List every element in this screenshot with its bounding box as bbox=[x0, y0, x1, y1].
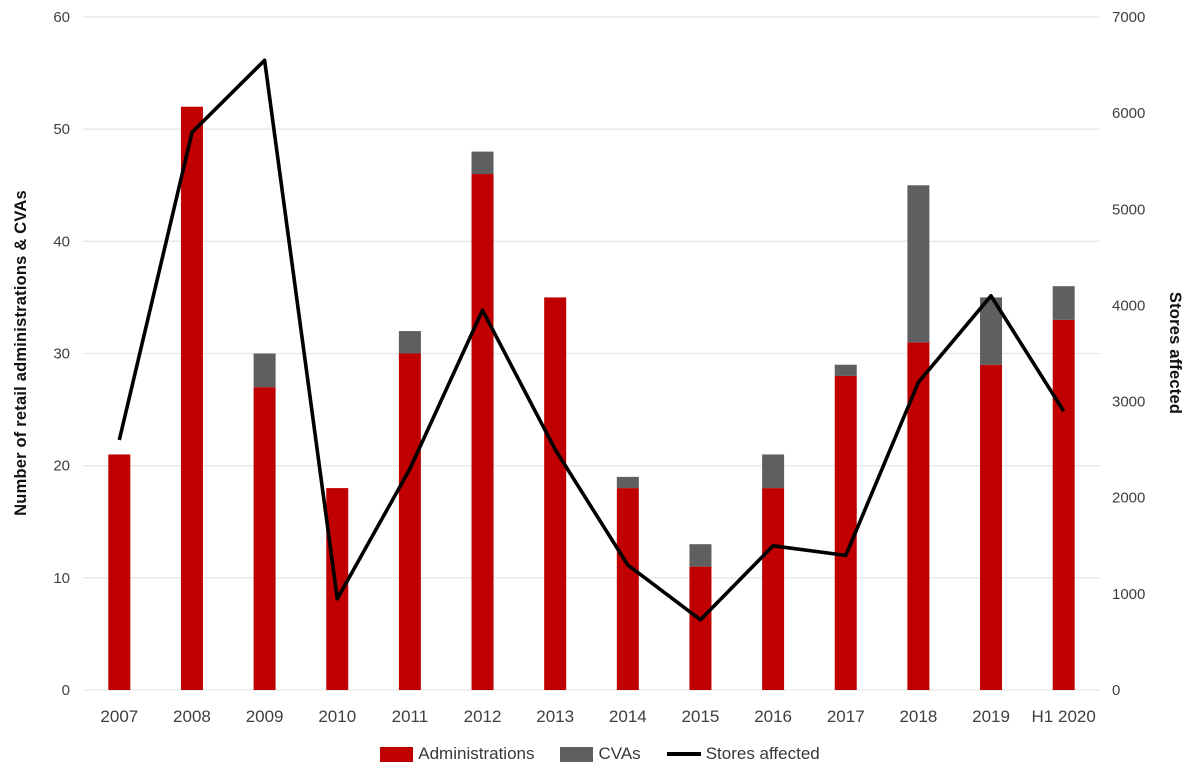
bar-administrations-2019 bbox=[980, 364, 1003, 690]
gridlines-layer bbox=[83, 16, 1100, 691]
bar-cvas-2018 bbox=[907, 185, 930, 343]
x-axis-tick-label: 2008 bbox=[173, 707, 211, 726]
x-axis-tick-label: 2011 bbox=[392, 707, 429, 726]
bar-administrations-2009 bbox=[253, 387, 276, 690]
left-axis-title: Number of retail administrations & CVAs bbox=[12, 190, 30, 516]
bars-layer bbox=[108, 106, 1075, 691]
right-axis-tick-label: 4000 bbox=[1112, 297, 1145, 314]
legend: Administrations CVAs Stores affected bbox=[0, 744, 1200, 764]
legend-label-stores-affected: Stores affected bbox=[705, 744, 820, 763]
left-axis-tick-label: 10 bbox=[53, 570, 70, 587]
bar-administrations-2011 bbox=[398, 353, 421, 690]
right-axis-tick-label: 0 bbox=[1112, 682, 1120, 699]
bar-administrations-h1-2020 bbox=[1052, 319, 1075, 690]
bar-administrations-2017 bbox=[834, 375, 857, 690]
tick-labels-layer: 0 10 20 30 40 50 60 0 1000 2000 3000 4000 5000 6000 70… bbox=[53, 9, 1145, 726]
bar-cvas-2016 bbox=[762, 454, 785, 489]
x-axis-tick-label: 2018 bbox=[899, 707, 937, 726]
legend-item-stores-affected: Stores affected bbox=[666, 744, 820, 764]
legend-item-administrations: Administrations bbox=[380, 744, 534, 764]
bar-administrations-2015 bbox=[689, 566, 712, 690]
bar-administrations-2013 bbox=[544, 297, 567, 690]
x-axis-tick-label: 2012 bbox=[464, 707, 502, 726]
right-axis-tick-label: 5000 bbox=[1112, 201, 1145, 218]
left-axis-tick-label: 60 bbox=[53, 9, 70, 26]
right-axis-tick-label: 2000 bbox=[1112, 490, 1145, 507]
legend-label-administrations: Administrations bbox=[418, 744, 535, 763]
bar-administrations-2014 bbox=[616, 488, 639, 690]
x-axis-tick-label: 2014 bbox=[609, 707, 647, 726]
right-axis-title: Stores affected bbox=[1166, 292, 1184, 414]
right-axis-tick-label: 6000 bbox=[1112, 105, 1145, 122]
right-axis-tick-label: 1000 bbox=[1112, 586, 1145, 603]
bar-cvas-2015 bbox=[689, 544, 712, 567]
legend-item-cvas: CVAs bbox=[560, 744, 641, 764]
bar-administrations-2012 bbox=[471, 174, 494, 691]
x-axis-tick-label: 2009 bbox=[246, 707, 284, 726]
stores-affected-line bbox=[117, 58, 1066, 622]
bar-administrations-2007 bbox=[108, 454, 131, 690]
x-axis-tick-label: 2015 bbox=[682, 707, 720, 726]
bar-cvas-2019 bbox=[980, 297, 1003, 365]
left-axis-tick-label: 30 bbox=[53, 346, 70, 363]
bar-cvas-2012 bbox=[471, 151, 494, 175]
x-axis-tick-label: 2007 bbox=[100, 707, 138, 726]
line-layer bbox=[117, 58, 1066, 622]
x-axis-tick-label: H1 2020 bbox=[1032, 707, 1096, 726]
legend-label-cvas: CVAs bbox=[598, 744, 641, 763]
bar-cvas-2009 bbox=[253, 353, 276, 388]
x-axis-tick-label: 2019 bbox=[972, 707, 1010, 726]
right-axis-tick-label: 7000 bbox=[1112, 9, 1145, 26]
administrations-swatch bbox=[380, 746, 414, 762]
x-axis-tick-label: 2017 bbox=[827, 707, 865, 726]
x-axis-tick-label: 2013 bbox=[536, 707, 574, 726]
x-axis-tick-label: 2010 bbox=[318, 707, 356, 726]
right-axis-tick-label: 3000 bbox=[1112, 394, 1145, 411]
bar-administrations-2018 bbox=[907, 342, 930, 690]
bar-cvas-2017 bbox=[834, 364, 857, 376]
bar-cvas-2011 bbox=[398, 331, 421, 354]
bar-administrations-2008 bbox=[180, 106, 203, 690]
stores-affected-line-swatch bbox=[666, 752, 701, 756]
x-axis-tick-label: 2016 bbox=[754, 707, 792, 726]
cvas-swatch bbox=[560, 746, 594, 762]
bar-administrations-2016 bbox=[762, 488, 785, 690]
left-axis-tick-label: 0 bbox=[62, 682, 70, 699]
bar-cvas-2014 bbox=[616, 476, 639, 489]
bar-cvas-h1-2020 bbox=[1052, 286, 1075, 320]
left-axis-tick-label: 20 bbox=[53, 458, 70, 475]
left-axis-tick-label: 40 bbox=[53, 233, 70, 250]
left-axis-tick-label: 50 bbox=[53, 121, 70, 138]
